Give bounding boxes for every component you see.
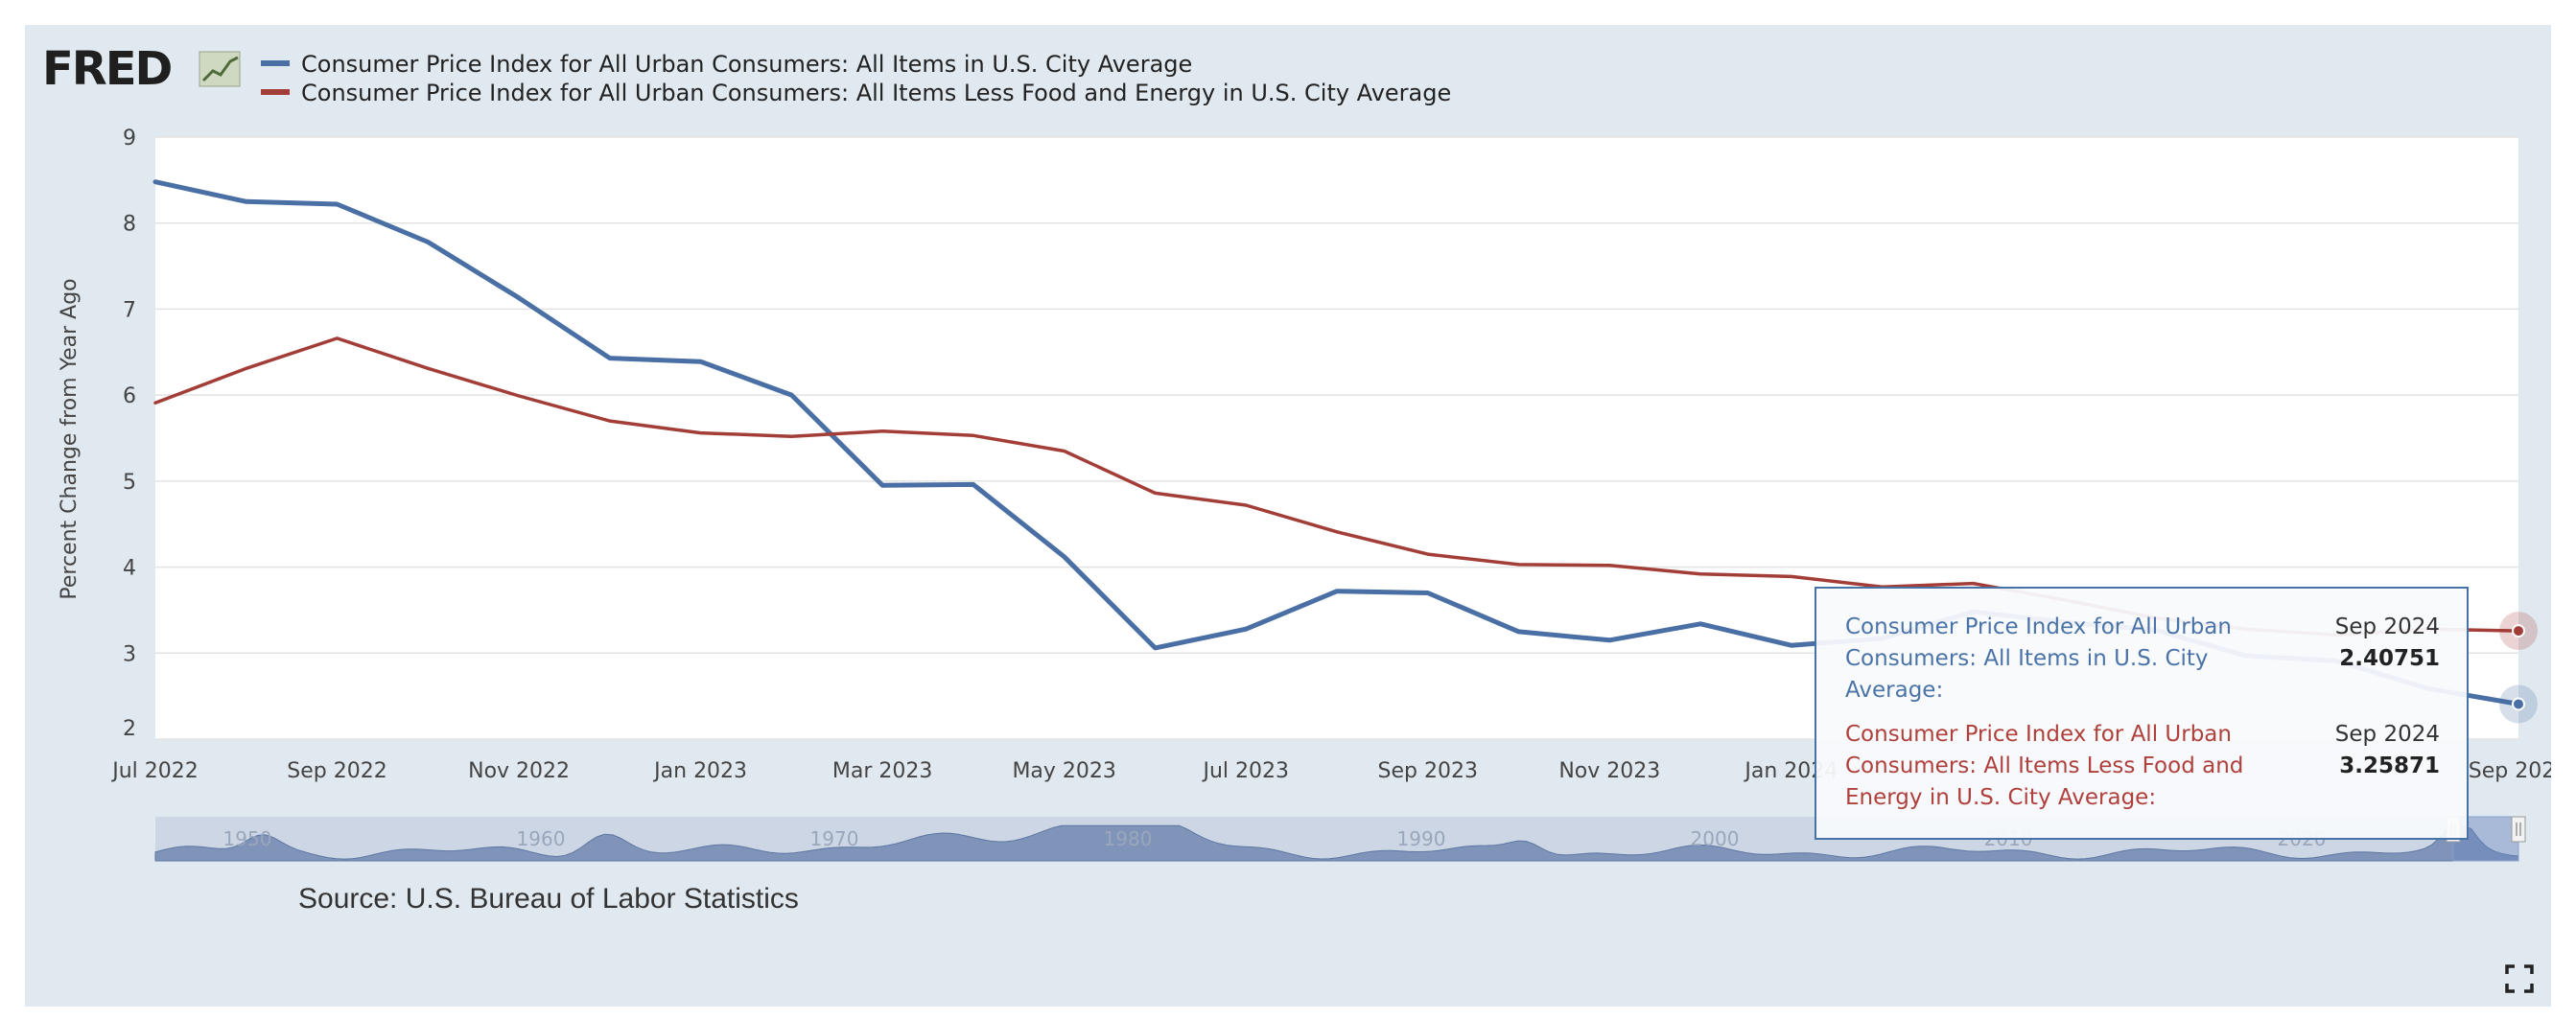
fred-logo[interactable]: FRED	[42, 42, 241, 96]
x-tick-label: Nov 2022	[468, 759, 570, 783]
x-tick-label: May 2023	[1012, 759, 1115, 783]
gridlines	[155, 136, 2518, 740]
navigator-year-label: 1970	[810, 827, 859, 850]
y-tick-label: 7	[123, 298, 136, 322]
x-axis-ticks: Jul 2022 Sep 2022 Nov 2022 Jan 2023 Mar 2023…	[110, 759, 2551, 783]
navigator-year-label: 1950	[223, 827, 272, 850]
y-axis-ticks: 2 3 4 5 6 7 8 9	[123, 127, 136, 741]
legend-item-0[interactable]: Consumer Price Index for All Urban Consu…	[261, 51, 1192, 78]
tooltip: Consumer Price Index for All Urban Consu…	[1815, 587, 2469, 840]
series-markers	[2499, 612, 2538, 724]
tooltip-date-1: Sep 2024	[2334, 722, 2440, 747]
series-point-0	[2512, 697, 2525, 711]
legend: Consumer Price Index for All Urban Consu…	[261, 51, 1451, 106]
tooltip-value-0: 2.40751	[2339, 646, 2440, 671]
x-tick-label: Jan 2023	[652, 759, 747, 783]
navigator-year-label: 1960	[517, 827, 566, 850]
y-tick-label: 6	[123, 384, 136, 408]
fred-logo-text: FRED	[42, 42, 172, 96]
tooltip-row-0: Consumer Price Index for All Urban Consu…	[1845, 612, 2440, 707]
chart-svg: FRED Consumer Price Index for All Urban …	[42, 42, 2551, 915]
y-tick-label: 3	[123, 642, 136, 666]
y-tick-label: 2	[123, 717, 136, 741]
y-tick-label: 8	[123, 213, 136, 237]
tooltip-row-1: Consumer Price Index for All Urban Consu…	[1845, 719, 2440, 815]
x-tick-label: Sep 2024	[2469, 759, 2551, 783]
line-chart-icon	[199, 51, 241, 87]
series-point-1	[2512, 624, 2525, 638]
navigator-area	[154, 824, 2519, 862]
y-axis-label: Percent Change from Year Ago	[58, 278, 82, 599]
x-tick-label: Sep 2023	[1378, 759, 1478, 783]
legend-item-1[interactable]: Consumer Price Index for All Urban Consu…	[261, 80, 1451, 106]
navigator-year-label: 2000	[1691, 827, 1740, 850]
x-tick-label: Jul 2022	[110, 759, 199, 783]
navigator-year-label: 1990	[1397, 827, 1446, 850]
y-tick-label: 5	[123, 471, 136, 495]
x-tick-label: Jul 2023	[1201, 759, 1289, 783]
tooltip-series-name-1: Consumer Price Index for All Urban Consu…	[1845, 722, 2244, 810]
x-tick-label: Sep 2022	[287, 759, 386, 783]
tooltip-date-0: Sep 2024	[2334, 614, 2440, 639]
legend-label-1: Consumer Price Index for All Urban Consu…	[301, 80, 1451, 106]
tooltip-value-1: 3.25871	[2339, 753, 2440, 778]
legend-label-0: Consumer Price Index for All Urban Consu…	[301, 51, 1192, 78]
fullscreen-icon[interactable]	[2505, 964, 2534, 993]
navigator-year-label: 1980	[1104, 827, 1153, 850]
y-tick-label: 9	[123, 127, 136, 151]
chart-panel: FRED Consumer Price Index for All Urban …	[25, 25, 2551, 1007]
tooltip-series-name-0: Consumer Price Index for All Urban Consu…	[1845, 614, 2232, 703]
x-tick-label: Nov 2023	[1558, 759, 1660, 783]
navigator-handle-right[interactable]	[2511, 816, 2526, 843]
source-label: Source: U.S. Bureau of Labor Statistics	[298, 883, 799, 915]
x-tick-label: Mar 2023	[832, 759, 933, 783]
y-tick-label: 4	[123, 557, 136, 581]
